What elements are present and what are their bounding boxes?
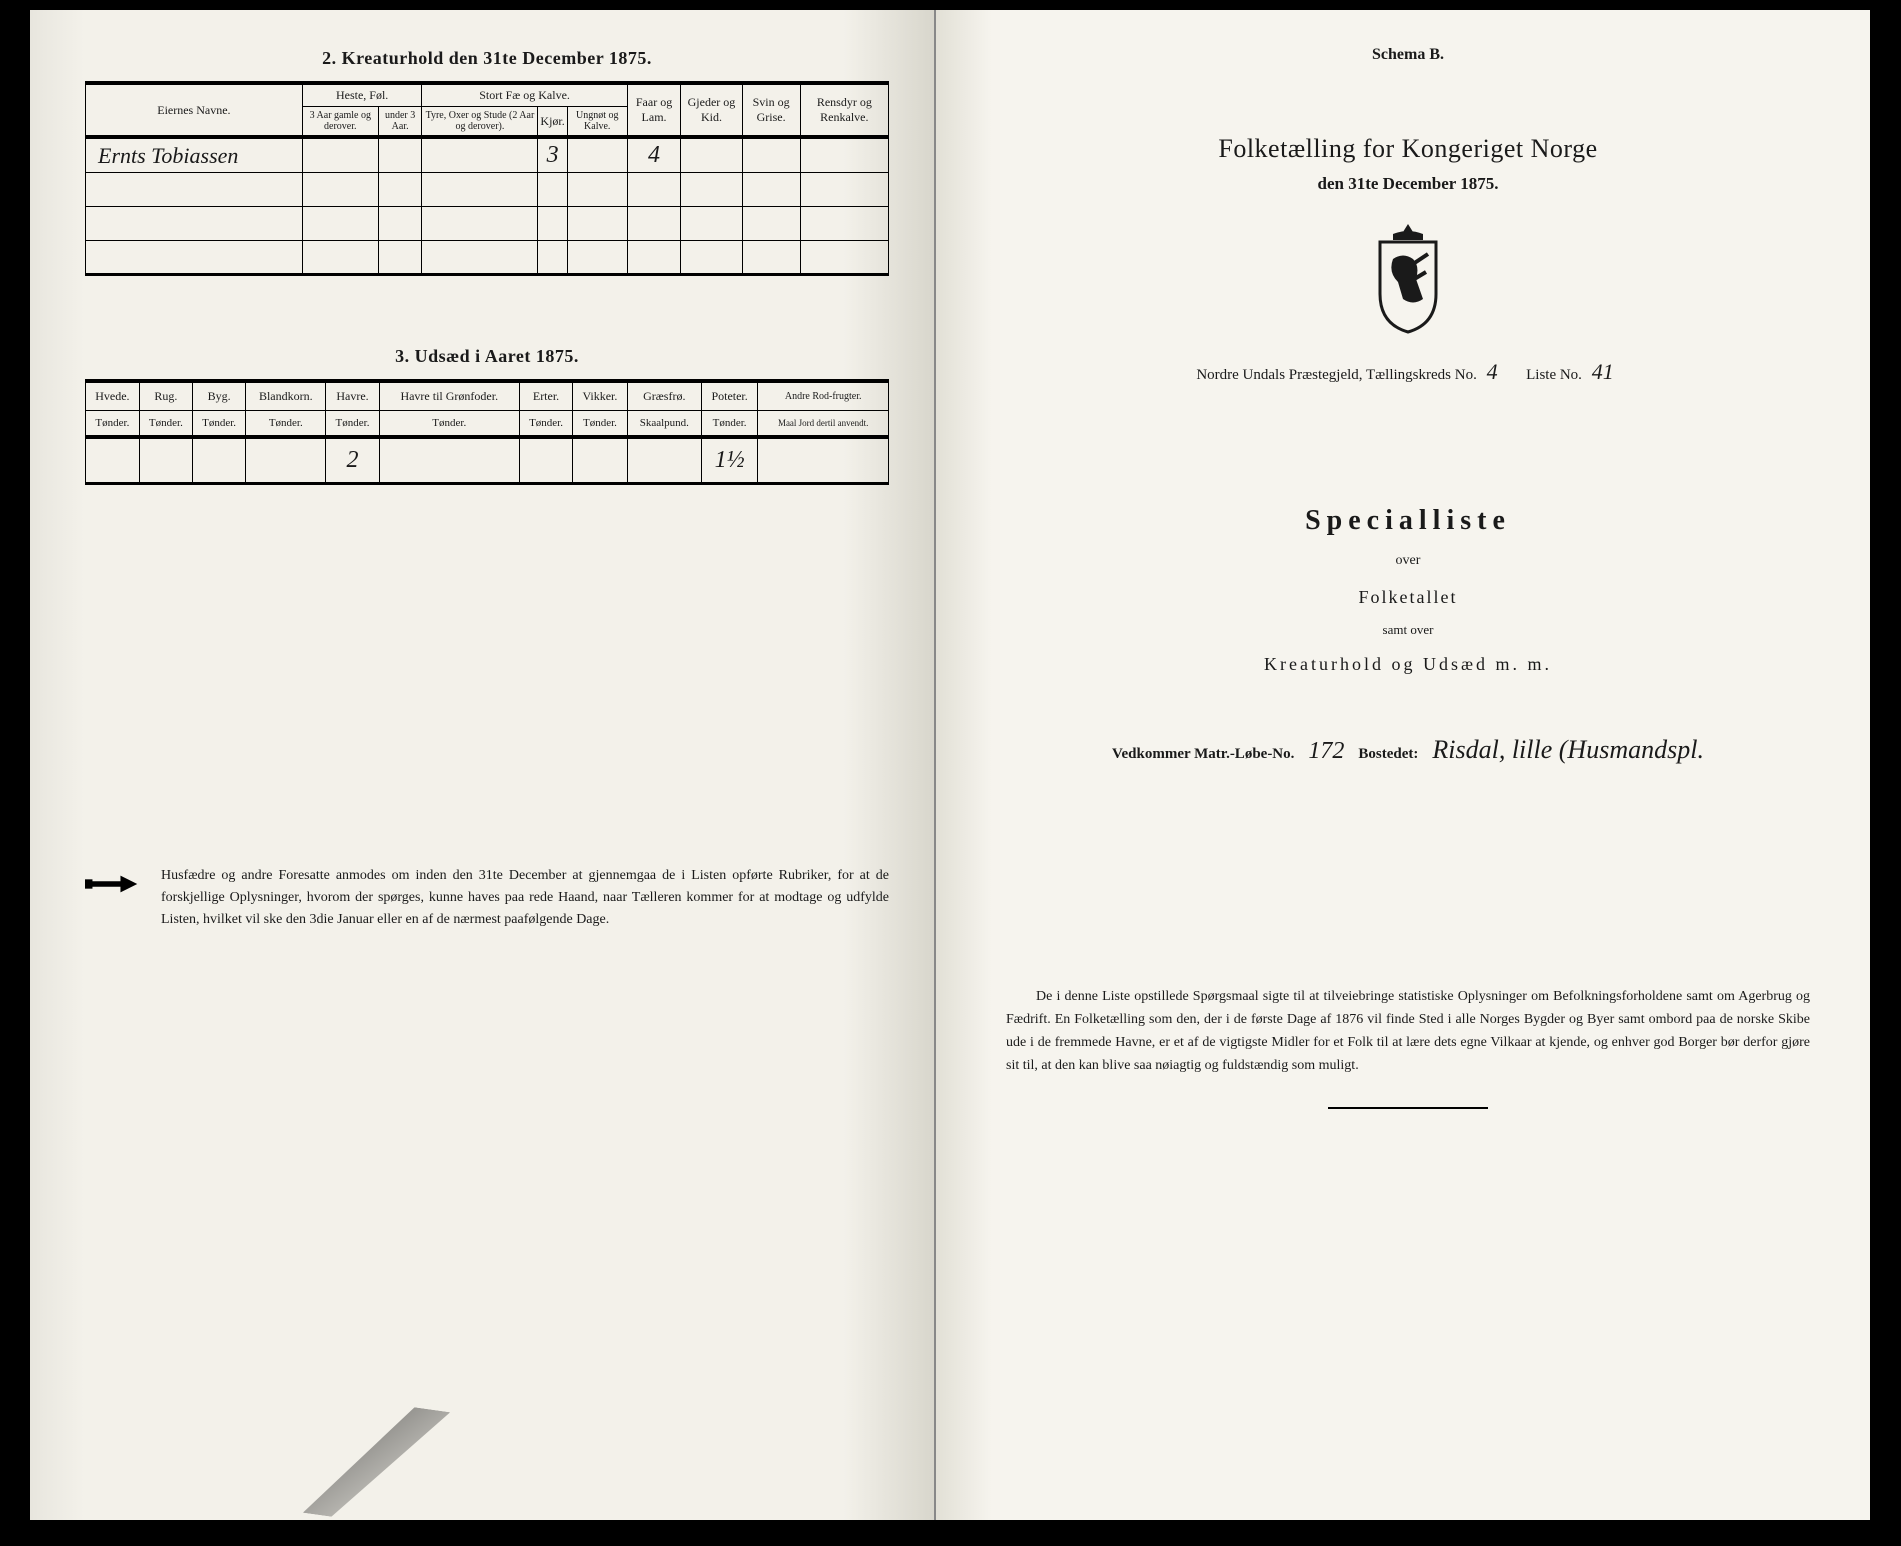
cell: [742, 137, 800, 173]
cell: [246, 437, 326, 483]
district-line: Nordre Undals Præstegjeld, Tællingskreds…: [1006, 359, 1810, 385]
col-pig: Svin og Grise.: [742, 83, 800, 137]
c4: Blandkorn.: [246, 381, 326, 411]
bosted-value: Risdal, lille (Husmandspl.: [1432, 735, 1704, 765]
havre-value: 2: [326, 437, 379, 483]
u: Tønder.: [246, 411, 326, 438]
folketallet-label: Folketallet: [1006, 587, 1810, 608]
col-cattle-cow: Kjør.: [538, 107, 567, 138]
cell: [519, 437, 572, 483]
col-owner: Eiernes Navne.: [86, 83, 303, 137]
grp-horse: Heste, Føl.: [302, 83, 422, 107]
matr-no: 172: [1308, 738, 1344, 765]
cell: [86, 207, 303, 241]
c10: Poteter.: [701, 381, 758, 411]
right-page: Schema B. Folketælling for Kongeriget No…: [936, 10, 1870, 1520]
census-subtitle: den 31te December 1875.: [1006, 174, 1810, 194]
cell: [800, 137, 888, 173]
pen-shadow: [303, 1394, 557, 1546]
c2: Rug.: [139, 381, 192, 411]
poteter-value: 1½: [701, 437, 758, 483]
matr-label: Vedkommer Matr.-Løbe-No.: [1112, 746, 1294, 763]
specialliste-title: Specialliste: [1006, 505, 1810, 537]
u: Tønder.: [192, 411, 245, 438]
c3: Byg.: [192, 381, 245, 411]
sheep-value: 4: [627, 137, 681, 173]
cell: [86, 437, 140, 483]
seed-table: Hvede. Rug. Byg. Blandkorn. Havre. Havre…: [85, 379, 889, 485]
body-text: De i denne Liste opstillede Spørgsmaal s…: [1006, 985, 1810, 1077]
grp-cattle: Stort Fæ og Kalve.: [422, 83, 627, 107]
over-label: over: [1006, 553, 1810, 569]
col-reindeer: Rensdyr og Renkalve.: [800, 83, 888, 137]
book-spread: 2. Kreaturhold den 31te December 1875. E…: [30, 10, 1870, 1520]
cows-value: 3: [538, 137, 567, 173]
u11: Maal Jord dertil anvendt.: [758, 411, 889, 438]
cell: [192, 437, 245, 483]
c7: Erter.: [519, 381, 572, 411]
district-prefix: Nordre Undals Præstegjeld, Tællingskreds…: [1196, 367, 1477, 383]
samt-over-label: samt over: [1006, 622, 1810, 638]
cell: [758, 437, 889, 483]
col-horse-old: 3 Aar gamle og derover.: [302, 107, 378, 138]
col-cattle-calf: Ungnøt og Kalve.: [567, 107, 627, 138]
col-horse-young: under 3 Aar.: [378, 107, 422, 138]
livestock-table: Eiernes Navne. Heste, Føl. Stort Fæ og K…: [85, 81, 889, 276]
left-page: 2. Kreaturhold den 31te December 1875. E…: [30, 10, 936, 1520]
cell: [379, 437, 519, 483]
pointing-hand-icon: [85, 869, 145, 932]
u: Tønder.: [326, 411, 379, 438]
census-title: Folketælling for Kongeriget Norge: [1006, 134, 1810, 164]
section3-title: 3. Udsæd i Aaret 1875.: [85, 346, 889, 367]
col-cattle-bull: Tyre, Oxer og Stude (2 Aar og derover).: [422, 107, 538, 138]
c6: Havre til Grønfoder.: [379, 381, 519, 411]
col-goat: Gjeder og Kid.: [681, 83, 742, 137]
cell: [139, 437, 192, 483]
schema-label: Schema B.: [1006, 46, 1810, 64]
u: Tønder.: [139, 411, 192, 438]
footnote-text: Husfædre og andre Foresatte anmodes om i…: [161, 865, 889, 932]
section2-title: 2. Kreaturhold den 31te December 1875.: [85, 48, 889, 69]
col-sheep: Faar og Lam.: [627, 83, 681, 137]
footer-note: Husfædre og andre Foresatte anmodes om i…: [85, 865, 889, 932]
u10: Tønder.: [701, 411, 758, 438]
bosted-label: Bostedet:: [1358, 746, 1418, 763]
cell: [567, 137, 627, 173]
u: Tønder.: [573, 411, 628, 438]
c8: Vikker.: [573, 381, 628, 411]
district-no: 4: [1487, 359, 1498, 384]
c5: Havre.: [326, 381, 379, 411]
matr-line: Vedkommer Matr.-Løbe-No. 172 Bostedet: R…: [1006, 735, 1810, 765]
cell: [627, 437, 701, 483]
u9: Skaalpund.: [627, 411, 701, 438]
u: Tønder.: [519, 411, 572, 438]
cell: [681, 137, 742, 173]
cell: [573, 437, 628, 483]
owner-name: Ernts Tobiassen: [86, 137, 303, 173]
c9: Græsfrø.: [627, 381, 701, 411]
u: Tønder.: [379, 411, 519, 438]
liste-label: Liste No.: [1526, 367, 1582, 383]
c11: Andre Rod-frugter.: [758, 381, 889, 411]
end-rule: [1328, 1107, 1488, 1109]
kreatur-label: Kreaturhold og Udsæd m. m.: [1006, 654, 1810, 675]
cell: [86, 173, 303, 207]
cell: [86, 241, 303, 275]
cell: [302, 137, 378, 173]
u: Tønder.: [86, 411, 140, 438]
coat-of-arms-icon: [1348, 224, 1468, 339]
cell: [422, 137, 538, 173]
c1: Hvede.: [86, 381, 140, 411]
cell: [378, 137, 422, 173]
liste-no: 41: [1592, 359, 1614, 384]
